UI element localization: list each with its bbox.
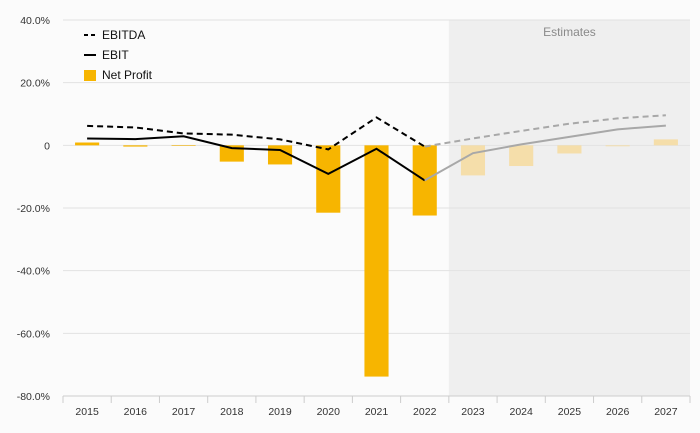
bar-net-profit [316,145,341,213]
legend: EBITDA EBIT Net Profit [84,28,153,82]
bar-net-profit [557,145,582,154]
legend-net-profit-label: Net Profit [102,68,153,82]
y-tick-label: -80.0% [17,391,50,403]
x-tick-label: 2019 [268,406,292,418]
x-tick-label: 2026 [606,406,630,418]
bar-net-profit [364,145,389,377]
y-tick-label: 0 [44,140,50,152]
x-tick-label: 2017 [172,406,196,418]
legend-net-profit-swatch [84,70,96,81]
x-tick-label: 2015 [75,406,99,418]
bar-net-profit [509,145,534,167]
y-tick-label: 20.0% [20,78,50,90]
x-tick-label: 2025 [558,406,582,418]
x-tick-label: 2016 [124,406,148,418]
x-tick-label: 2021 [365,406,389,418]
x-tick-label: 2027 [654,406,678,418]
bar-net-profit [219,145,244,162]
y-tick-label: -20.0% [17,203,50,215]
bar-net-profit [123,145,148,147]
legend-ebitda-label: EBITDA [102,28,145,42]
estimates-label: Estimates [543,25,596,39]
ebit-line [87,135,426,182]
bar-net-profit [460,145,486,176]
ebitda-line-estimate [424,114,666,148]
x-tick-label: 2024 [510,406,534,418]
ebit-line-estimate [424,124,666,182]
bar-net-profit [653,139,678,146]
bar-net-profit [605,145,630,147]
axes: 40.0% 20.0% 0 -20.0% -40.0% -60.0% -80.0% 2015 2… [17,15,691,418]
bar-net-profit [171,145,196,146]
x-tick-label: 2018 [220,406,244,418]
y-tick-label: -60.0% [17,328,50,340]
series-lines [87,114,666,182]
x-tick-label: 2023 [461,406,485,418]
y-tick-label: 40.0% [20,15,50,27]
legend-ebit-label: EBIT [102,48,129,62]
ebitda-line [87,116,426,151]
x-tick-label: 2020 [317,406,341,418]
x-tick-label: 2022 [413,406,437,418]
y-tick-label: -40.0% [17,266,50,278]
bar-net-profit [75,142,100,146]
